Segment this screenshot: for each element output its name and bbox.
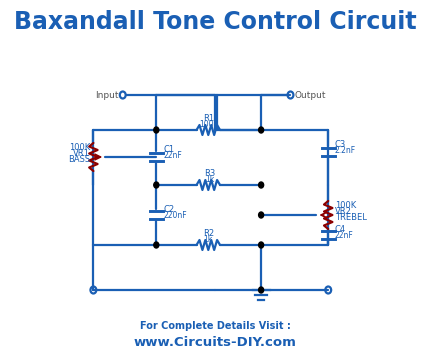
Text: Input: Input — [95, 90, 119, 99]
Circle shape — [154, 182, 159, 188]
Text: R1: R1 — [203, 113, 214, 122]
Text: VR1: VR1 — [73, 149, 90, 158]
Circle shape — [258, 212, 264, 218]
Text: Baxandall Tone Control Circuit: Baxandall Tone Control Circuit — [14, 10, 416, 34]
Text: R2: R2 — [203, 229, 214, 238]
Text: For Complete Details Visit :: For Complete Details Visit : — [140, 321, 290, 331]
Text: 2.2nF: 2.2nF — [335, 145, 356, 154]
Text: 22nF: 22nF — [163, 150, 182, 159]
Text: 220nF: 220nF — [163, 211, 187, 220]
Circle shape — [154, 242, 159, 248]
Circle shape — [154, 127, 159, 133]
Text: 1k: 1k — [204, 234, 213, 243]
Text: 1k: 1k — [206, 175, 215, 184]
Circle shape — [258, 287, 264, 293]
Text: VR2: VR2 — [335, 207, 352, 216]
Text: www.Circuits-DIY.com: www.Circuits-DIY.com — [134, 336, 296, 348]
Text: 100K: 100K — [69, 143, 90, 152]
Text: C1: C1 — [163, 144, 174, 153]
Circle shape — [258, 182, 264, 188]
Text: 100k: 100k — [199, 120, 218, 129]
Text: C3: C3 — [335, 140, 346, 149]
Text: R3: R3 — [204, 168, 215, 177]
Text: Output: Output — [295, 90, 326, 99]
Circle shape — [258, 242, 264, 248]
Circle shape — [258, 127, 264, 133]
Text: 22nF: 22nF — [335, 230, 354, 239]
Text: C2: C2 — [163, 204, 174, 213]
Text: TREBEL: TREBEL — [335, 212, 367, 221]
Text: C4: C4 — [335, 225, 346, 234]
Text: BASS: BASS — [68, 154, 90, 163]
Text: 100K: 100K — [335, 201, 356, 210]
